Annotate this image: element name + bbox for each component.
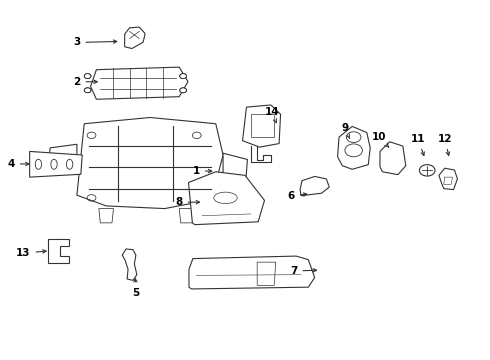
Polygon shape (380, 142, 406, 175)
Circle shape (84, 88, 91, 93)
Polygon shape (189, 256, 315, 289)
Polygon shape (243, 105, 281, 147)
Text: 9: 9 (342, 123, 349, 139)
Circle shape (180, 88, 187, 93)
Text: 3: 3 (74, 37, 117, 48)
Polygon shape (91, 67, 188, 99)
Text: 13: 13 (16, 248, 46, 258)
Polygon shape (338, 126, 370, 169)
Polygon shape (189, 172, 265, 225)
Text: 5: 5 (132, 279, 139, 297)
Text: 12: 12 (438, 134, 452, 156)
Polygon shape (99, 208, 114, 223)
Circle shape (84, 73, 91, 78)
Polygon shape (122, 249, 137, 280)
Polygon shape (124, 27, 145, 49)
Polygon shape (77, 117, 223, 208)
Polygon shape (257, 262, 276, 285)
Text: 14: 14 (265, 107, 279, 123)
Polygon shape (48, 144, 77, 175)
Text: 2: 2 (74, 77, 97, 87)
Polygon shape (179, 208, 194, 223)
Circle shape (180, 73, 187, 78)
Polygon shape (48, 239, 69, 263)
Polygon shape (223, 153, 247, 191)
Text: 4: 4 (7, 159, 29, 169)
Text: 11: 11 (411, 134, 425, 156)
Text: 10: 10 (372, 132, 389, 147)
Text: 8: 8 (175, 197, 199, 207)
Polygon shape (300, 176, 329, 196)
Text: 1: 1 (193, 166, 212, 176)
Polygon shape (439, 168, 458, 190)
Polygon shape (251, 114, 274, 137)
Text: 6: 6 (288, 191, 307, 201)
Text: 7: 7 (290, 266, 317, 276)
Polygon shape (30, 152, 82, 177)
